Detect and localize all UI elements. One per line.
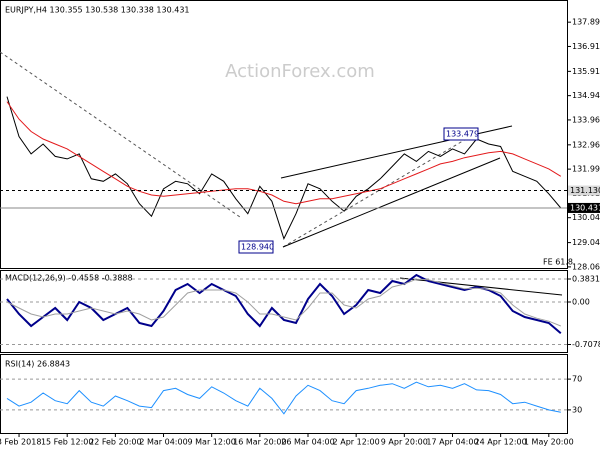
- y-tick-label: 0.00: [572, 297, 590, 306]
- y-tick-label: 131.990: [572, 165, 600, 174]
- x-tick-label: 15 Feb 12:00: [41, 438, 93, 447]
- y-tick-label: 132.965: [572, 140, 600, 149]
- rsi-panel: [0, 354, 568, 434]
- level-box: [568, 202, 600, 213]
- x-tick-label: 17 Apr 04:00: [426, 438, 478, 447]
- y-tick-label: 133.965: [572, 115, 600, 124]
- x-tick-label: 1 May 20:00: [524, 438, 574, 447]
- x-tick-label: 9 Mar 12:00: [188, 438, 236, 447]
- x-tick-label: 2 Mar 04:00: [139, 438, 187, 447]
- x-tick-label: 22 Feb 20:00: [89, 438, 141, 447]
- panel-title: MACD(12,26,9) -0.4558 -0.3888: [5, 274, 133, 283]
- series-line: [6, 96, 562, 240]
- y-tick-label: 30: [572, 405, 582, 414]
- macd-panel: [0, 270, 568, 353]
- panel-title: EURJPY,H4 130.355 130.538 130.338 130.43…: [5, 6, 190, 15]
- annotation: 133.479: [446, 130, 479, 139]
- y-tick-label: 128.065: [572, 262, 600, 271]
- annotation-box: [238, 240, 274, 254]
- divergence-line: [399, 277, 563, 296]
- x-tick-label: 9 Apr 20:00: [381, 438, 428, 447]
- annotation: 128.940: [241, 243, 274, 252]
- trendline: [0, 51, 241, 218]
- watermark: ActionForex.com: [225, 61, 375, 82]
- y-tick-label: 129.040: [572, 238, 600, 247]
- channel-line: [282, 157, 501, 248]
- annotation: FE 61.8: [543, 258, 573, 267]
- level-label: 130.431: [570, 203, 600, 212]
- y-tick-label: -0.7078: [572, 340, 600, 349]
- series-line: [6, 278, 561, 327]
- x-tick-label: 26 Mar 04:00: [281, 438, 334, 447]
- x-tick-label: 24 Apr 12:00: [475, 438, 527, 447]
- level-label: 131.130: [570, 186, 600, 195]
- y-tick-label: 135.915: [572, 67, 600, 76]
- x-tick-label: 8 Feb 2018: [0, 438, 41, 447]
- y-tick-label: 70: [572, 375, 582, 384]
- x-tick-label: 16 Mar 20:00: [233, 438, 286, 447]
- annotation-box: [443, 127, 479, 141]
- trendline: [282, 131, 479, 248]
- panel-title: RSI(14) 26.8843: [5, 360, 70, 369]
- y-tick-label: 130.040: [572, 213, 600, 222]
- level-box: [568, 185, 600, 196]
- series-line: [6, 101, 562, 205]
- series-line: [6, 381, 561, 415]
- y-tick-label: 134.940: [572, 91, 600, 100]
- y-tick-label: 0.3831: [572, 274, 600, 283]
- main-panel: [0, 0, 568, 269]
- y-tick-label: 136.915: [572, 42, 600, 51]
- y-tick-label: 137.890: [572, 18, 600, 27]
- series-line: [6, 273, 562, 334]
- x-tick-label: 2 Apr 12:00: [333, 438, 380, 447]
